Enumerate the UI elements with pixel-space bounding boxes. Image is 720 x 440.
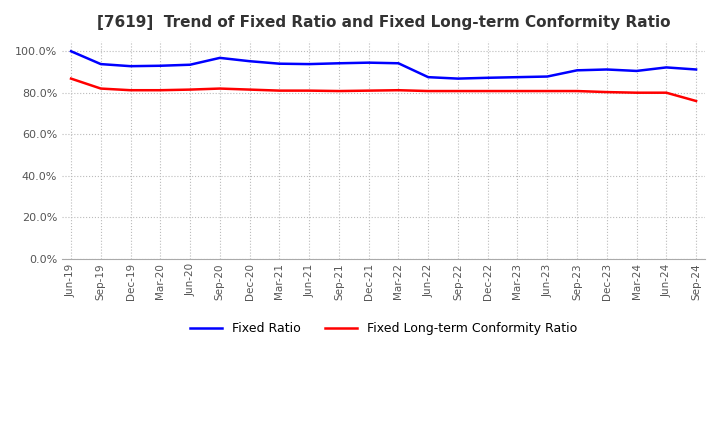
Fixed Long-term Conformity Ratio xyxy=(126,88,135,93)
Fixed Long-term Conformity Ratio xyxy=(335,88,343,94)
Fixed Ratio xyxy=(543,74,552,79)
Fixed Ratio xyxy=(67,48,76,54)
Fixed Long-term Conformity Ratio xyxy=(246,87,254,92)
Fixed Long-term Conformity Ratio xyxy=(394,88,402,93)
Fixed Ratio xyxy=(215,55,224,61)
Fixed Ratio xyxy=(662,65,670,70)
Line: Fixed Long-term Conformity Ratio: Fixed Long-term Conformity Ratio xyxy=(71,79,696,101)
Line: Fixed Ratio: Fixed Ratio xyxy=(71,51,696,79)
Fixed Ratio xyxy=(572,68,581,73)
Fixed Long-term Conformity Ratio xyxy=(513,88,522,94)
Fixed Ratio xyxy=(156,63,165,68)
Fixed Long-term Conformity Ratio xyxy=(692,99,701,104)
Fixed Ratio xyxy=(364,60,373,65)
Fixed Ratio xyxy=(483,75,492,81)
Fixed Long-term Conformity Ratio xyxy=(572,88,581,94)
Fixed Long-term Conformity Ratio xyxy=(603,89,611,95)
Fixed Ratio xyxy=(394,61,402,66)
Fixed Long-term Conformity Ratio xyxy=(632,90,641,95)
Fixed Long-term Conformity Ratio xyxy=(305,88,313,93)
Fixed Long-term Conformity Ratio xyxy=(662,90,670,95)
Fixed Long-term Conformity Ratio xyxy=(156,88,165,93)
Fixed Long-term Conformity Ratio xyxy=(186,87,194,92)
Fixed Long-term Conformity Ratio xyxy=(215,86,224,91)
Fixed Long-term Conformity Ratio xyxy=(67,76,76,81)
Fixed Ratio xyxy=(305,62,313,67)
Fixed Ratio xyxy=(246,59,254,64)
Fixed Long-term Conformity Ratio xyxy=(96,86,105,91)
Fixed Ratio xyxy=(513,74,522,80)
Fixed Ratio xyxy=(186,62,194,67)
Fixed Ratio xyxy=(603,67,611,72)
Fixed Long-term Conformity Ratio xyxy=(275,88,284,93)
Fixed Ratio xyxy=(454,76,462,81)
Fixed Ratio xyxy=(126,63,135,69)
Fixed Long-term Conformity Ratio xyxy=(424,88,433,94)
Fixed Ratio xyxy=(632,68,641,73)
Fixed Long-term Conformity Ratio xyxy=(364,88,373,93)
Fixed Ratio xyxy=(692,67,701,72)
Fixed Long-term Conformity Ratio xyxy=(483,88,492,94)
Fixed Ratio xyxy=(96,62,105,67)
Fixed Ratio xyxy=(335,61,343,66)
Fixed Ratio xyxy=(424,74,433,80)
Legend: Fixed Ratio, Fixed Long-term Conformity Ratio: Fixed Ratio, Fixed Long-term Conformity … xyxy=(190,322,577,335)
Fixed Long-term Conformity Ratio xyxy=(543,88,552,94)
Title: [7619]  Trend of Fixed Ratio and Fixed Long-term Conformity Ratio: [7619] Trend of Fixed Ratio and Fixed Lo… xyxy=(96,15,670,30)
Fixed Ratio xyxy=(275,61,284,66)
Fixed Long-term Conformity Ratio xyxy=(454,88,462,94)
